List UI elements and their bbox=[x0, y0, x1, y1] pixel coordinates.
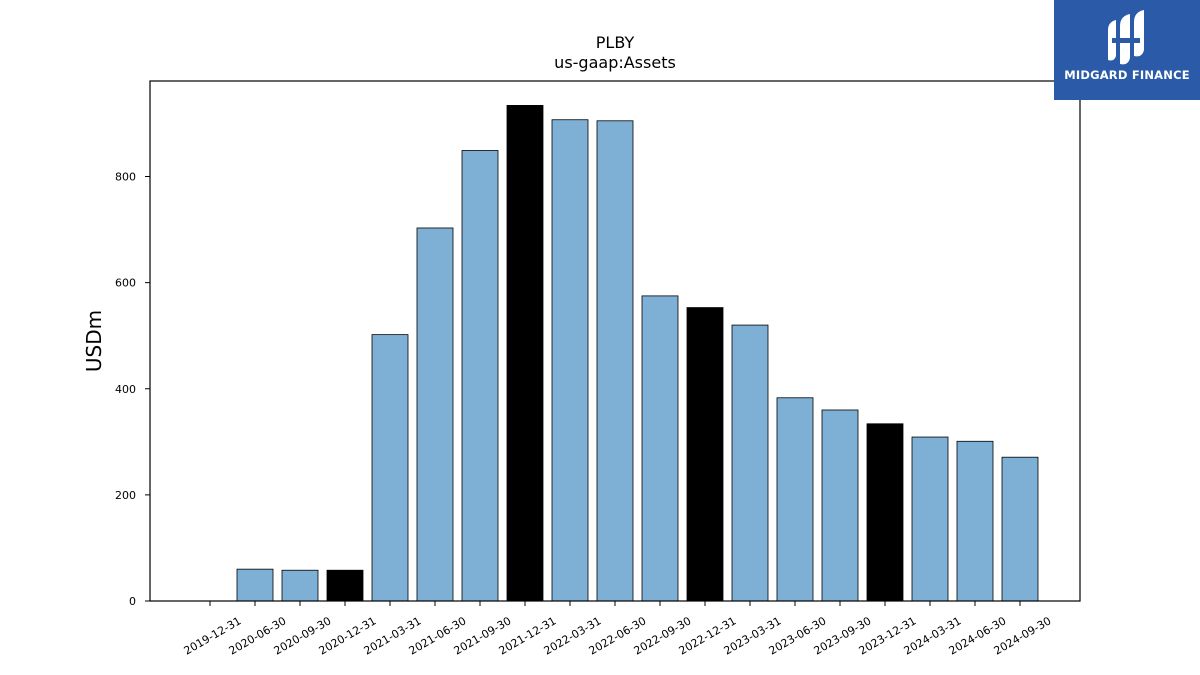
bar-2024-06-30 bbox=[956, 440, 994, 602]
bar-2021-03-31 bbox=[371, 334, 409, 602]
chart-subtitle: us-gaap:Assets bbox=[554, 53, 676, 72]
x-axis: 2019-12-312020-06-302020-09-302020-12-31… bbox=[182, 601, 1054, 658]
bar-2021-12-31 bbox=[506, 105, 544, 602]
y-tick-label: 600 bbox=[115, 277, 136, 290]
y-tick-label: 200 bbox=[115, 489, 136, 502]
brand-logo: MIDGARD FINANCE bbox=[1054, 0, 1200, 100]
bar-2023-09-30 bbox=[821, 409, 859, 602]
logo-mark-icon bbox=[1108, 10, 1144, 65]
y-axis-label: USDm bbox=[82, 310, 106, 372]
bar-2020-06-30 bbox=[236, 568, 274, 602]
y-tick-label: 800 bbox=[115, 171, 136, 184]
bar-2020-09-30 bbox=[281, 569, 319, 602]
chart-title: PLBY bbox=[596, 33, 635, 52]
bar-2024-03-31 bbox=[911, 436, 949, 602]
plot-frame bbox=[149, 80, 1081, 602]
bar-2023-12-31 bbox=[866, 423, 904, 602]
y-tick-label: 0 bbox=[129, 595, 136, 608]
bar-2022-03-31 bbox=[551, 119, 589, 602]
bar-2021-06-30 bbox=[416, 227, 454, 602]
bar-2023-06-30 bbox=[776, 397, 814, 602]
bar-2020-12-31 bbox=[326, 569, 364, 602]
bars-group bbox=[236, 105, 1039, 602]
bar-2022-06-30 bbox=[596, 120, 634, 602]
y-tick-label: 400 bbox=[115, 383, 136, 396]
bar-2021-09-30 bbox=[461, 150, 499, 602]
bar-2022-09-30 bbox=[641, 295, 679, 602]
y-axis: 0 200 400 600 800 bbox=[115, 171, 150, 608]
bar-2024-09-30 bbox=[1001, 456, 1039, 602]
bar-2022-12-31 bbox=[686, 307, 724, 602]
logo-text: MIDGARD FINANCE bbox=[1064, 68, 1190, 82]
bar-2023-03-31 bbox=[731, 324, 769, 602]
